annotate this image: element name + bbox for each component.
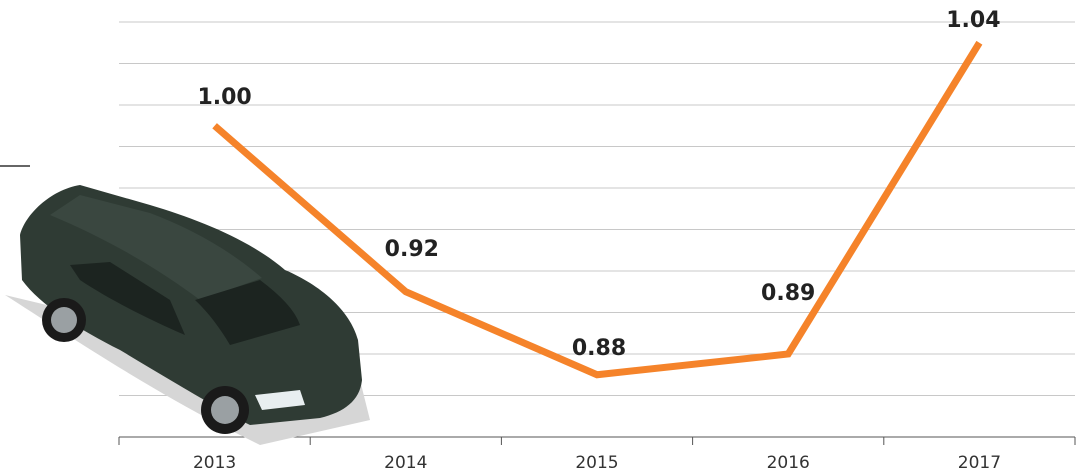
x-tick-label: 2013 [193,453,236,473]
chart: 2013 2014 2015 2016 2017 1.00 0.92 0.88 0.89 1.04 [0,0,1079,476]
data-label: 0.89 [761,281,815,306]
data-label: 0.88 [572,336,626,361]
data-label: 1.00 [197,85,251,110]
car-illustration [5,185,370,445]
x-tick-label: 2015 [575,453,618,473]
x-tick-label: 2014 [384,453,427,473]
data-label: 0.92 [385,237,439,262]
x-tick-label: 2017 [958,453,1001,473]
data-label: 1.04 [946,8,1000,33]
x-tick-label: 2016 [767,453,810,473]
